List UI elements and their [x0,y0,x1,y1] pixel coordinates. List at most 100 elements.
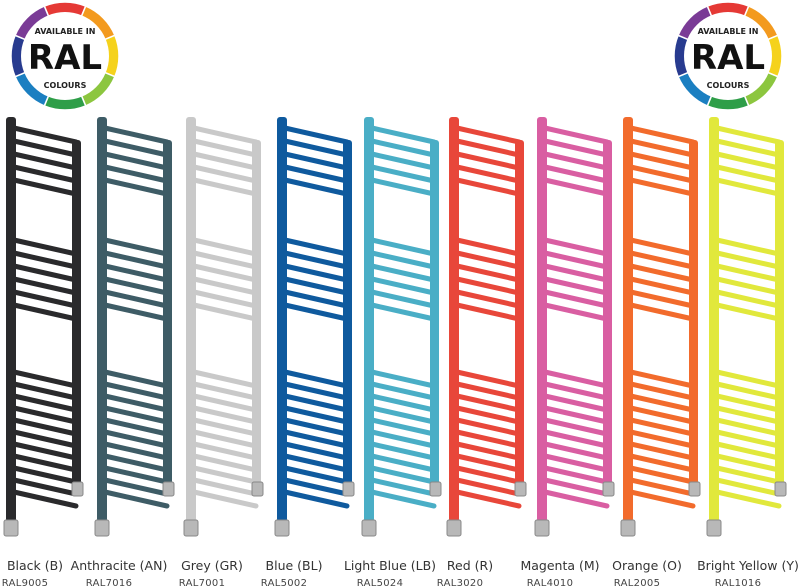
radiator-bar [191,405,259,425]
radiator-rail [449,117,459,522]
radiator-bar [11,477,79,497]
radiator-rail [72,140,81,485]
radiator-bar [369,276,437,296]
radiator-bar [714,263,782,283]
radiator-bar [714,369,782,389]
radiator-bar [454,276,522,296]
colour-name: Orange (O) [612,558,682,573]
radiator-bar [369,237,437,257]
radiator-bar [191,393,259,413]
radiator: Grey (GR) RAL7001 [179,117,264,588]
radiator-bar [714,417,782,437]
radiator-bar [714,151,782,171]
radiator-bar [454,151,522,171]
radiator-bar [542,369,610,389]
radiator-bar [454,177,522,197]
valve [71,481,84,497]
radiator-bar [454,453,522,473]
radiator-bar [714,138,782,158]
radiator-bar [369,177,437,197]
radiator-bar [542,276,610,296]
radiator-bar [628,405,696,425]
radiator-rail [252,140,261,485]
radiator-bar [369,441,437,461]
radiator-bar [11,453,79,473]
ral-code: RAL5024 [357,578,404,588]
radiator-bar [714,429,782,449]
radiator-bar [454,417,522,437]
radiator-bar [628,465,696,485]
radiator-bar [454,250,522,270]
radiator: Red (R) RAL3020 [437,117,527,588]
radiator-bar [102,429,170,449]
radiator-bar [11,441,79,461]
radiator-bar [102,381,170,401]
radiator: Orange (O) RAL2005 [612,117,701,588]
valve [183,519,199,537]
radiator-bar [191,263,259,283]
radiator-bar [628,138,696,158]
radiator-bar [369,429,437,449]
radiator-bar [11,276,79,296]
radiator-bar [369,477,437,497]
radiator-bar [454,302,522,322]
radiator-bar [11,429,79,449]
radiator-bar [11,381,79,401]
radiator-rail [343,140,352,485]
radiator-bar [628,429,696,449]
radiator-bar [282,289,350,309]
radiator-bar [282,138,350,158]
radiator-bar [191,151,259,171]
radiator-bar [191,289,259,309]
badge-main-text: RAL [691,38,765,78]
badge-bottom-text: COLOURS [44,81,87,90]
radiator-bar [11,164,79,184]
valve [342,481,355,497]
radiator-bar [714,453,782,473]
radiator-bar [11,302,79,322]
radiator-bar [628,453,696,473]
radiator-bar [454,381,522,401]
radiator-bar [542,164,610,184]
radiator-bar [369,302,437,322]
radiator-bar [102,393,170,413]
radiator-bar [628,177,696,197]
radiator-bar [714,381,782,401]
radiator-bar [282,237,350,257]
ral-code: RAL1016 [715,578,762,588]
radiator-bar [282,276,350,296]
colour-name: Magenta (M) [520,558,599,573]
colour-name: Light Blue (LB) [344,558,436,573]
radiator-bar [714,441,782,461]
radiator-bar [102,453,170,473]
radiator-bar [11,237,79,257]
radiator-bar [191,177,259,197]
radiator-bar [628,263,696,283]
radiator-bar [454,164,522,184]
radiator-bar [454,237,522,257]
radiator-bar [628,302,696,322]
valve [274,519,290,537]
valve [3,519,19,537]
radiator-bar [191,164,259,184]
radiator-bar [282,302,350,322]
radiator-bar [282,477,350,497]
valve [620,519,636,537]
radiator-bar [11,151,79,171]
radiator-bar [191,237,259,257]
radiator-bar [369,393,437,413]
radiator-bar [714,393,782,413]
radiator-bar [628,417,696,437]
radiator-bar [102,417,170,437]
radiator-bar [542,465,610,485]
radiator-bar [191,441,259,461]
radiator-bar [191,489,259,509]
radiator-bar [454,369,522,389]
radiator-rail [709,117,719,522]
valve [429,481,442,497]
radiator-bar [454,441,522,461]
radiator: Magenta (M) RAL4010 [520,117,615,588]
radiator-bar [191,417,259,437]
radiator-bar [542,250,610,270]
colour-name: Anthracite (AN) [71,558,168,573]
